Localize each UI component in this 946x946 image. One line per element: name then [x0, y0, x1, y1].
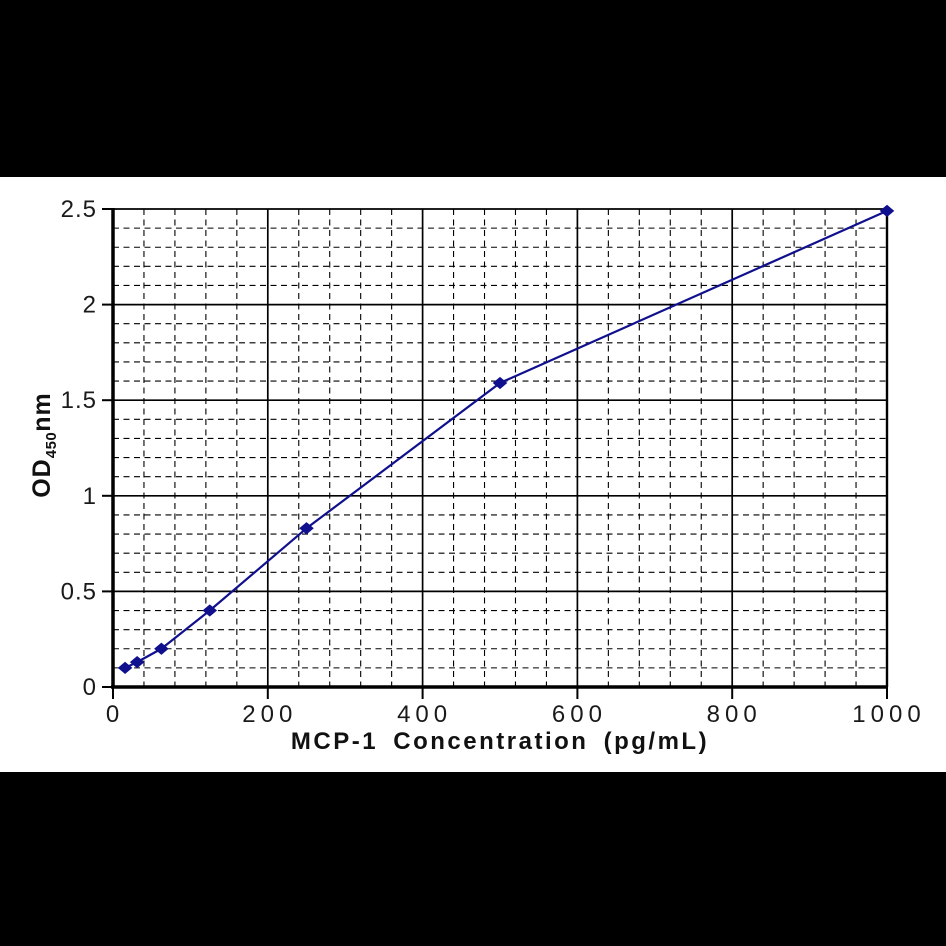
standard-curve-line — [124, 209, 888, 669]
plot-border — [111, 208, 889, 689]
data-point-diamond — [299, 522, 314, 535]
x-tick-label: 400 — [397, 701, 452, 728]
y-axis-title-subscript: 450 — [43, 431, 60, 459]
data-point-diamond — [492, 376, 508, 390]
data-point-diamond — [879, 204, 895, 218]
y-axis-title-unit: nm — [28, 392, 56, 432]
y-axis-title-main: OD — [28, 458, 56, 498]
x-tick-label: 800 — [707, 701, 762, 728]
y-tick-label: 0 — [83, 674, 97, 701]
major-gridlines — [113, 209, 887, 687]
y-tick-label: 1.5 — [61, 387, 97, 414]
x-tick-label: 600 — [552, 701, 607, 728]
data-points — [117, 204, 895, 675]
standard-curve-polyline — [124, 209, 888, 669]
data-point-diamond — [129, 655, 145, 669]
y-tick-label: 2 — [83, 292, 97, 319]
y-axis-title: OD450nm — [28, 392, 60, 498]
y-tick-label: 1 — [83, 483, 97, 510]
y-tick-label: 0.5 — [61, 578, 97, 605]
data-point-diamond — [202, 604, 218, 617]
plot-area: 0 200 400 600 800 1000 0 0.5 1 1.5 2 2.5 — [61, 196, 925, 728]
data-point-diamond — [117, 661, 133, 675]
x-axis-title: MCP-1 Concentration (pg/mL) — [290, 728, 710, 755]
data-point-diamond — [154, 642, 169, 655]
y-tick-labels: 0 0.5 1 1.5 2 2.5 — [61, 196, 97, 701]
minor-gridlines — [113, 209, 887, 687]
axis-ticks — [102, 208, 888, 699]
x-tick-labels: 0 200 400 600 800 1000 — [106, 701, 925, 728]
x-tick-label: 200 — [242, 701, 297, 728]
chart-band: 0 200 400 600 800 1000 0 0.5 1 1.5 2 2.5 OD450nm MC… — [0, 177, 946, 772]
x-tick-label: 1000 — [852, 701, 925, 728]
x-tick-label: 0 — [106, 701, 124, 728]
y-tick-label: 2.5 — [61, 196, 97, 223]
